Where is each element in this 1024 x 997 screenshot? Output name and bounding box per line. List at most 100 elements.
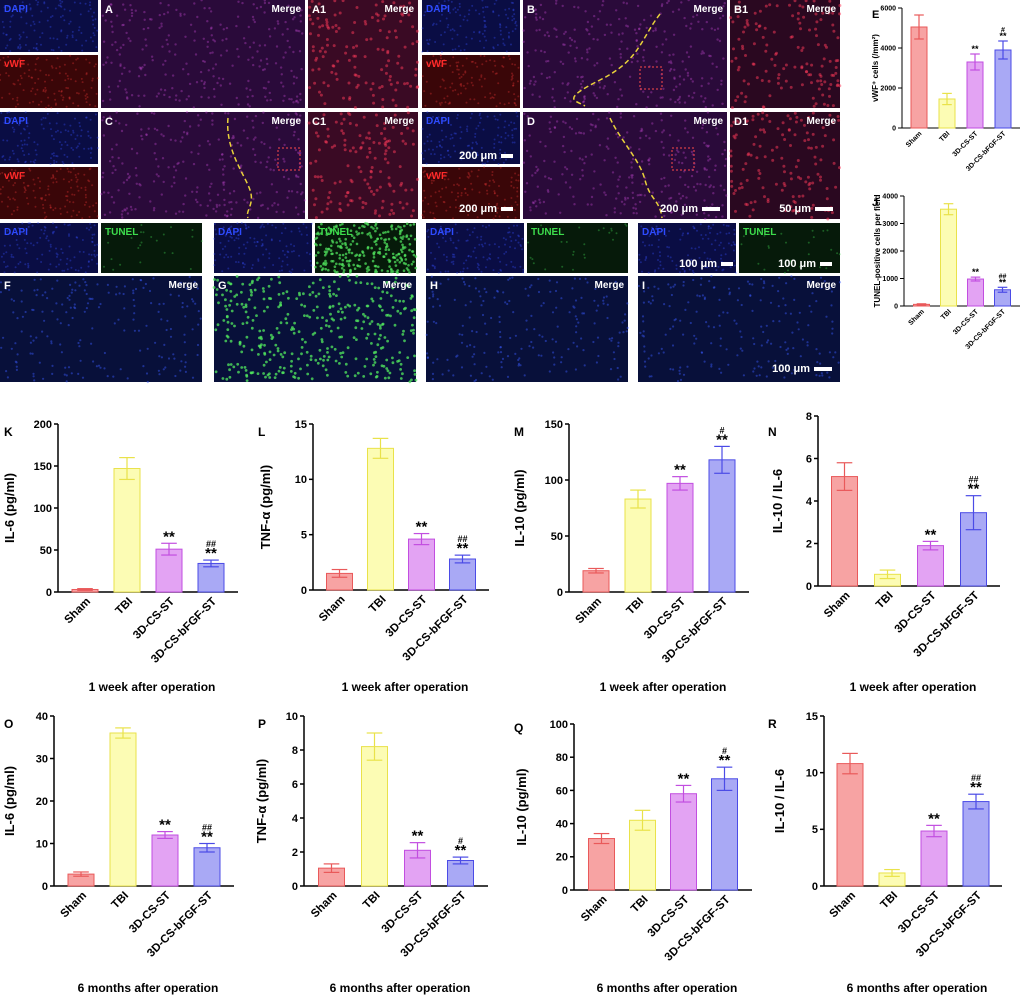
y-tick-label: 2 bbox=[806, 538, 812, 550]
scale-bar-200um: 200 μm bbox=[459, 150, 513, 162]
texture-dot bbox=[453, 184, 455, 186]
texture-dot bbox=[45, 73, 48, 76]
texture-dot bbox=[391, 286, 395, 290]
texture-dot bbox=[538, 95, 541, 98]
texture-dot bbox=[449, 137, 452, 140]
texture-dot bbox=[504, 151, 506, 154]
texture-dot bbox=[221, 77, 225, 81]
texture-dot bbox=[107, 191, 110, 194]
texture-dot bbox=[475, 330, 478, 334]
texture-dot bbox=[305, 350, 309, 354]
texture-dot bbox=[326, 347, 329, 350]
texture-dot bbox=[545, 76, 549, 80]
texture-dot bbox=[168, 50, 171, 53]
texture-dot bbox=[459, 49, 462, 52]
texture-dot bbox=[511, 276, 514, 279]
texture-dot bbox=[575, 46, 578, 49]
texture-dot bbox=[151, 59, 154, 62]
texture-dot bbox=[441, 117, 444, 120]
merge-panel-d-image bbox=[523, 112, 727, 219]
texture-dot bbox=[382, 255, 385, 258]
texture-dot bbox=[405, 81, 409, 85]
texture-dot bbox=[381, 0, 385, 4]
texture-dot bbox=[292, 75, 296, 78]
texture-dot bbox=[352, 224, 356, 227]
texture-dot bbox=[279, 353, 283, 356]
texture-dot bbox=[787, 347, 790, 350]
texture-dot bbox=[331, 240, 335, 244]
texture-dot bbox=[268, 358, 272, 361]
texture-dot bbox=[129, 39, 132, 43]
texture-dot bbox=[330, 252, 333, 256]
texture-dot bbox=[434, 201, 437, 204]
texture-dot bbox=[19, 43, 21, 46]
texture-dot bbox=[49, 206, 52, 209]
texture-dot bbox=[35, 294, 38, 297]
texture-dot bbox=[413, 238, 417, 241]
texture-dot bbox=[242, 305, 246, 309]
texture-dot bbox=[48, 193, 51, 196]
texture-dot bbox=[617, 345, 620, 348]
texture-dot bbox=[11, 149, 14, 152]
texture-dot bbox=[295, 99, 299, 103]
texture-dot bbox=[713, 286, 716, 289]
texture-dot bbox=[297, 151, 300, 154]
texture-dot bbox=[756, 112, 760, 116]
texture-dot bbox=[617, 341, 620, 344]
texture-dot bbox=[317, 225, 321, 229]
texture-dot bbox=[464, 304, 467, 307]
texture-dot bbox=[695, 337, 698, 340]
texture-dot bbox=[0, 255, 3, 258]
texture-dot bbox=[320, 340, 324, 344]
texture-dot bbox=[8, 158, 11, 161]
texture-dot bbox=[387, 376, 391, 380]
texture-dot bbox=[51, 66, 54, 69]
texture-dot bbox=[501, 64, 504, 67]
texture-dot bbox=[344, 305, 347, 309]
texture-dot bbox=[53, 230, 55, 233]
texture-dot bbox=[138, 196, 141, 199]
texture-dot bbox=[810, 310, 813, 313]
texture-dot bbox=[733, 243, 736, 246]
texture-dot bbox=[498, 320, 501, 324]
texture-dot bbox=[339, 317, 343, 321]
texture-dot bbox=[237, 237, 240, 240]
texture-dot bbox=[565, 370, 568, 373]
texture-dot bbox=[174, 98, 178, 102]
texture-dot bbox=[452, 144, 455, 147]
texture-dot bbox=[46, 235, 49, 238]
texture-dot bbox=[486, 207, 489, 210]
texture-dot bbox=[220, 103, 223, 107]
texture-dot bbox=[493, 181, 496, 183]
texture-dot bbox=[361, 141, 365, 145]
texture-dot bbox=[378, 247, 382, 250]
texture-dot bbox=[428, 297, 431, 300]
texture-dot bbox=[433, 265, 436, 268]
texture-dot bbox=[494, 215, 497, 217]
texture-dot bbox=[238, 246, 241, 249]
texture-dot bbox=[379, 333, 382, 337]
texture-dot bbox=[625, 224, 628, 227]
texture-dot bbox=[297, 138, 300, 141]
texture-dot bbox=[719, 17, 722, 20]
texture-dot bbox=[23, 139, 26, 142]
texture-dot bbox=[569, 186, 572, 189]
texture-dot bbox=[838, 12, 842, 16]
texture-dot bbox=[512, 265, 515, 268]
texture-dot bbox=[581, 80, 584, 83]
texture-dot bbox=[10, 347, 13, 350]
texture-dot bbox=[480, 304, 483, 307]
texture-dot bbox=[8, 39, 11, 41]
texture-dot bbox=[569, 100, 572, 103]
texture-dot bbox=[218, 204, 221, 207]
texture-dot bbox=[400, 12, 404, 16]
texture-dot bbox=[150, 55, 154, 58]
texture-dot bbox=[72, 62, 75, 65]
scale-bar-line bbox=[721, 262, 733, 266]
texture-dot bbox=[728, 293, 731, 296]
texture-dot bbox=[327, 268, 330, 272]
texture-dot bbox=[423, 170, 426, 173]
texture-dot bbox=[508, 58, 511, 60]
texture-dot bbox=[109, 10, 113, 14]
texture-dot bbox=[365, 38, 369, 42]
